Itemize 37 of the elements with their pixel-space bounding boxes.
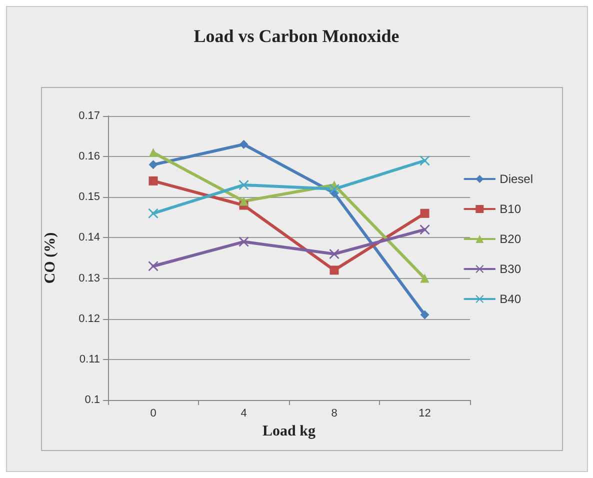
point	[329, 184, 340, 194]
y-tick-label: 0.16	[78, 150, 100, 163]
point	[420, 224, 430, 235]
point	[420, 274, 430, 283]
y-tick-label: 0.11	[79, 353, 100, 366]
x-tick-label: 4	[240, 408, 247, 420]
y-tick-label: 0.1	[84, 394, 100, 406]
point	[238, 236, 249, 247]
legend-label: B10	[500, 202, 522, 216]
y-tick-label: 0.13	[78, 272, 100, 284]
legend-label: B40	[500, 292, 522, 306]
point	[420, 310, 430, 320]
point	[148, 160, 158, 170]
chart-title: Load vs Carbon Monoxide	[194, 26, 400, 46]
point	[420, 156, 430, 166]
point	[148, 176, 158, 186]
point	[238, 180, 249, 190]
point	[420, 208, 430, 218]
x-tick-label: 12	[418, 408, 431, 420]
point	[329, 248, 340, 259]
x-tick-label: 8	[331, 408, 338, 420]
y-tick-label: 0.17	[78, 110, 100, 122]
legend-label: B20	[500, 232, 522, 246]
point	[148, 148, 158, 158]
y-axis-title: CO (%)	[42, 232, 58, 284]
x-axis-title: Load kg	[262, 423, 316, 440]
point	[148, 261, 158, 272]
point	[330, 266, 339, 275]
legend-label: B30	[500, 262, 522, 276]
point	[148, 208, 158, 218]
x-tick-label: 0	[150, 408, 156, 420]
legend-label: Diesel	[500, 172, 534, 186]
point	[239, 140, 248, 149]
y-tick-label: 0.12	[78, 312, 100, 325]
y-tick-label: 0.15	[78, 191, 100, 204]
point	[239, 196, 248, 206]
y-tick-label: 0.14	[78, 232, 100, 244]
